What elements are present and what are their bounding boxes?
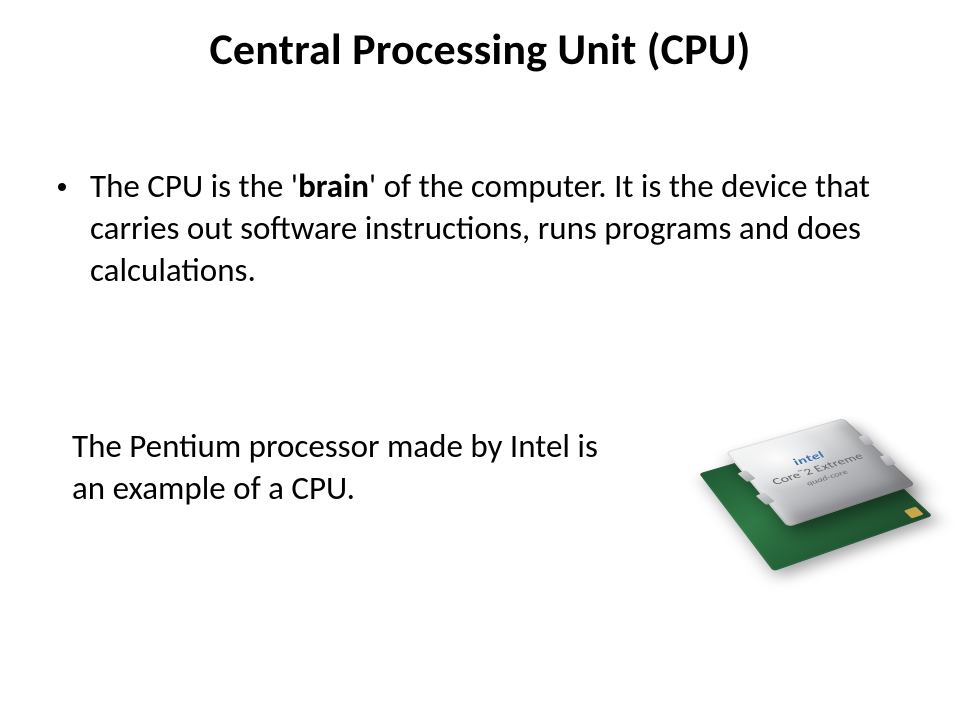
bullet-item: The CPU is the 'brain' of the computer. … [58, 165, 898, 292]
ihs-notch [880, 455, 896, 466]
bullet-bold: brain [298, 166, 369, 206]
bullet-marker [58, 183, 66, 191]
bullet-text: The CPU is the 'brain' of the computer. … [90, 165, 898, 292]
bullet-pre: The CPU is the ' [90, 166, 298, 206]
paragraph-2: The Pentium processor made by Intel is a… [72, 425, 632, 509]
slide-title: Central Processing Unit (CPU) [0, 22, 960, 76]
slide: Central Processing Unit (CPU) The CPU is… [0, 0, 960, 720]
bullet-block: The CPU is the 'brain' of the computer. … [58, 165, 898, 292]
ihs-notch [858, 435, 874, 446]
cpu-image: intel Core™2 Extreme quad-core [688, 380, 918, 590]
